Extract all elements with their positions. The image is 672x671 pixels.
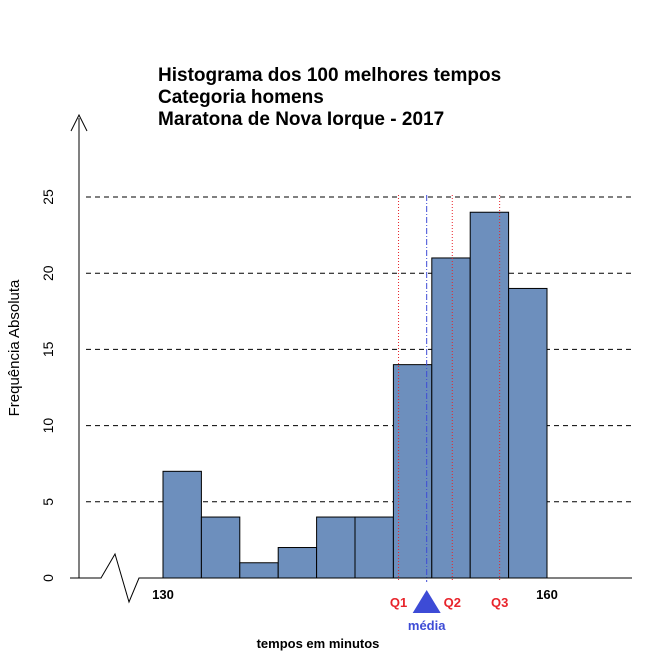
x-tick-labels: 130 160: [152, 587, 558, 602]
x-axis-line-with-break: [79, 552, 632, 604]
mean-marker-triangle: [412, 590, 441, 613]
histogram-bar: [469, 211, 510, 579]
quartile-label: Q3: [491, 595, 508, 610]
mean-label: média: [408, 618, 446, 633]
y-tick-label: 10: [40, 418, 56, 434]
chart-title-line-3: Maratona de Nova Iorque - 2017: [158, 109, 444, 130]
x-axis-label: tempos em minutos: [257, 636, 380, 651]
chart-title-line-1: Histograma dos 100 melhores tempos: [158, 65, 501, 86]
grid-lines: [86, 196, 632, 503]
x-tick-label: 130: [152, 587, 174, 602]
histogram-bar: [200, 516, 241, 579]
histogram-bar: [239, 562, 279, 579]
y-tick-label: 5: [40, 498, 56, 506]
axes: [70, 113, 632, 604]
quartile-label: Q2: [444, 595, 461, 610]
chart-title-line-2: Categoria homens: [158, 87, 324, 108]
histogram-bar: [354, 516, 394, 579]
histogram-bar: [277, 547, 318, 579]
y-tick-label: 0: [40, 574, 56, 582]
y-tick-label: 15: [40, 341, 56, 357]
histogram-bar: [508, 287, 548, 579]
histogram-bar: [392, 364, 433, 579]
y-tick-label: 25: [40, 189, 56, 205]
y-tick-label: 20: [40, 265, 56, 281]
histogram-bar: [316, 516, 356, 579]
y-tick-labels: 0 5 10 15 20 25: [40, 189, 56, 582]
y-axis-arrow: [70, 113, 88, 132]
quartile-label: Q1: [390, 595, 407, 610]
histogram-bars: [162, 211, 548, 579]
chart-title: Histograma dos 100 melhores tempos Categ…: [158, 65, 501, 130]
histogram-bar: [162, 470, 202, 579]
histogram-bar: [431, 257, 471, 579]
y-axis-label: Frequência Absoluta: [6, 279, 23, 416]
x-tick-label: 160: [536, 587, 558, 602]
